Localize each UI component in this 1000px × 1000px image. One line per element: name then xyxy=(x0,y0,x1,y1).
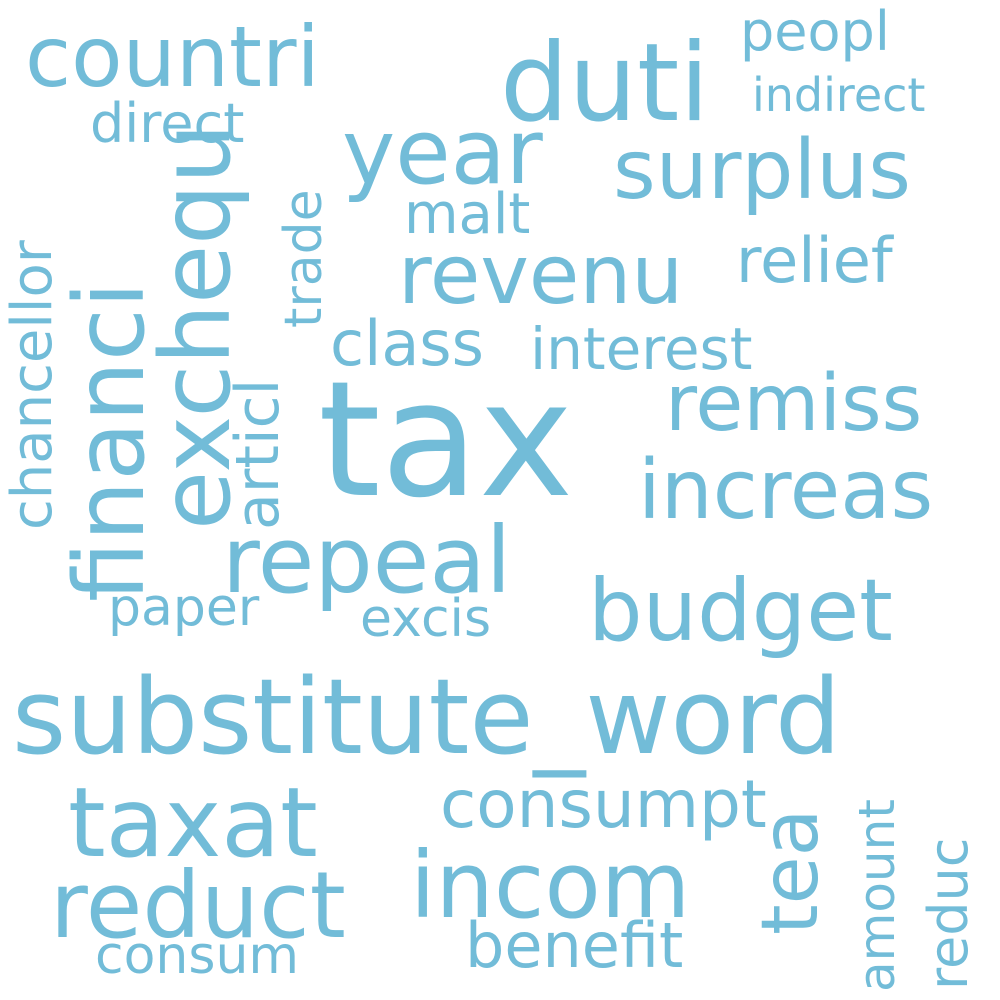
word-peopl: peopl xyxy=(740,0,890,63)
word-year: year xyxy=(342,100,543,205)
word-excis: excis xyxy=(360,589,492,649)
word-remiss: remiss xyxy=(665,359,923,449)
word-surplus: surplus xyxy=(613,123,911,218)
word-articl: articl xyxy=(223,378,293,530)
word-taxat: taxat xyxy=(68,767,318,879)
word-malt: malt xyxy=(404,182,531,247)
word-repeal: repeal xyxy=(222,507,512,614)
word-incom: incom xyxy=(410,832,691,939)
word-chancellor: chancellor xyxy=(0,240,65,530)
word-tax: tax xyxy=(318,346,574,533)
word-consum: consum xyxy=(95,926,300,986)
word-amount: amount xyxy=(848,799,906,992)
word-substitute-word: substitute_word xyxy=(12,656,842,778)
word-direct: direct xyxy=(90,92,245,155)
word-consumpt: consumpt xyxy=(440,766,767,843)
word-class: class xyxy=(330,307,484,380)
word-reduc: reduc xyxy=(917,837,980,990)
word-tea: tea xyxy=(746,808,836,935)
word-trade: trade xyxy=(274,189,334,328)
word-countri: countri xyxy=(25,8,320,106)
word-reduct: reduct xyxy=(50,852,346,959)
word-benefit: benefit xyxy=(465,909,684,982)
word-revenu: revenu xyxy=(398,228,684,323)
word-relief: relief xyxy=(736,224,893,297)
word-increas: increas xyxy=(638,443,934,538)
word-paper: paper xyxy=(108,578,260,638)
word-duti: duti xyxy=(500,21,710,146)
word-budget: budget xyxy=(588,561,893,661)
word-indirect: indirect xyxy=(752,68,926,122)
word-interest: interest xyxy=(530,315,753,383)
